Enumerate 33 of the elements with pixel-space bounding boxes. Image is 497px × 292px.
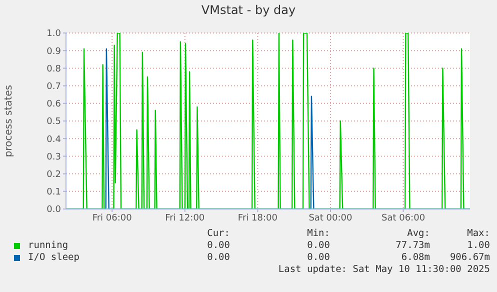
legend-label: I/O sleep bbox=[27, 252, 80, 264]
x-tick-label: Fri 18:00 bbox=[238, 213, 278, 224]
text: Max: bbox=[466, 228, 490, 240]
y-axis-title: process states bbox=[4, 84, 15, 158]
y-tick-label: 0.3 bbox=[46, 152, 61, 162]
x-tick-label: Fri 12:00 bbox=[165, 213, 205, 224]
text: Cur: bbox=[206, 228, 230, 240]
text: 77.73m bbox=[394, 240, 430, 252]
legend-label: running bbox=[27, 240, 70, 252]
text: 906.67m bbox=[448, 252, 490, 264]
y-tick-label: 1.0 bbox=[46, 29, 62, 40]
x-tick-label: Sat 06:00 bbox=[381, 213, 426, 224]
text: 0.00 bbox=[306, 240, 330, 252]
y-tick-label: 0.1 bbox=[46, 188, 61, 198]
text: 1.00 bbox=[466, 240, 490, 252]
y-tick-label: 0.8 bbox=[46, 64, 62, 74]
y-tick-label: 0.6 bbox=[46, 100, 62, 110]
text: 0.00 bbox=[206, 240, 230, 252]
text: Min: bbox=[306, 228, 330, 240]
y-tick-label: 0.0 bbox=[46, 205, 62, 216]
text: 0.00 bbox=[206, 252, 230, 264]
text: Last update: Sat May 10 11:30:00 2025 bbox=[277, 264, 491, 276]
y-tick-label: 0.4 bbox=[46, 134, 62, 145]
text: 6.08m bbox=[400, 252, 430, 264]
y-tick-label: 0.9 bbox=[46, 46, 62, 57]
text: 0.00 bbox=[306, 252, 330, 264]
y-tick-label: 0.2 bbox=[46, 170, 61, 180]
text: Avg: bbox=[406, 228, 430, 240]
y-tick-label: 0.5 bbox=[46, 117, 61, 128]
x-tick-label: Fri 06:00 bbox=[92, 213, 132, 224]
x-tick-label: Sat 00:00 bbox=[308, 213, 353, 224]
chart-title: VMstat - by day bbox=[200, 3, 297, 17]
y-tick-label: 0.7 bbox=[46, 82, 61, 92]
